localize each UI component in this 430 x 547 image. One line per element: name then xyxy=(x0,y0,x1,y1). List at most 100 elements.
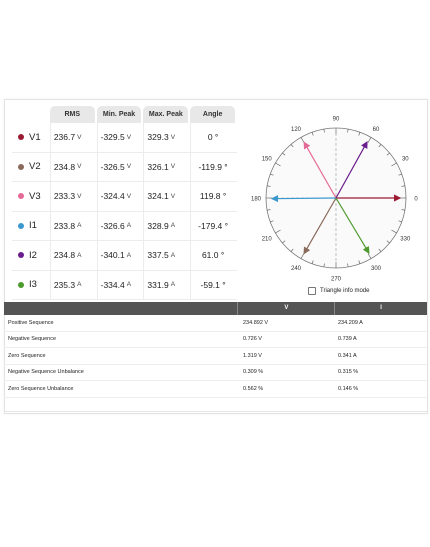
angle-label: 330 xyxy=(400,237,411,243)
channel-label: I1 xyxy=(12,220,50,231)
sequence-table: V I Positive Sequence 234.892 V 234.209 A N… xyxy=(4,302,427,398)
sequence-v-value: 234.892 V xyxy=(243,319,269,326)
channel-color-dot xyxy=(18,193,24,200)
phasor-tick xyxy=(358,132,361,136)
angle-label: 90 xyxy=(333,117,340,123)
sequence-label: Zero Sequence xyxy=(8,352,46,359)
angle-value: 0 ° xyxy=(190,123,235,152)
phasor-tick xyxy=(401,185,405,187)
max-peak-value: 337.5 A xyxy=(143,241,188,270)
column-header-i: I xyxy=(380,305,382,311)
angle-label: 30 xyxy=(402,157,409,163)
phasor-tick xyxy=(378,144,382,148)
rms-value: 234.8 A xyxy=(49,241,95,270)
phasor-vector-v3 xyxy=(303,141,337,199)
rms-value: 234.8 V xyxy=(49,152,95,181)
channel-color-dot xyxy=(18,281,24,288)
phasor-tick xyxy=(347,129,349,133)
channel-color-dot xyxy=(18,163,24,170)
phasor-tick xyxy=(290,248,294,252)
min-peak-value: -324.4 V xyxy=(96,182,142,211)
phasor-svg: 0 30 60 90 120 150 180 210 240 270 300 330 xyxy=(251,117,418,283)
column-header-min-peak: Min. Peak xyxy=(96,106,142,123)
rms-value: 233.3 V xyxy=(49,182,95,211)
phasor-tick xyxy=(323,263,325,267)
phasor-tick xyxy=(270,173,274,176)
angle-value: 119.8 ° xyxy=(190,182,235,211)
angle-label: 210 xyxy=(262,237,273,243)
sequence-v-value: 1.319 V xyxy=(243,352,262,359)
measurement-row: I3 235.3 A -334.4 A 331.9 A -59.1 ° xyxy=(12,270,237,300)
angle-label: 0 xyxy=(414,197,418,203)
column-header-max-peak: Max. Peak xyxy=(143,106,189,123)
phasor-tick xyxy=(398,220,402,223)
measurement-row: I1 233.8 A -326.6 A 328.9 A -179.4 ° xyxy=(12,211,237,241)
sequence-v-value: 0.562 % xyxy=(243,385,264,392)
channel-name: I3 xyxy=(29,279,37,291)
angle-value: -179.4 ° xyxy=(190,211,235,240)
sequence-v-value: 0.309 % xyxy=(243,369,264,376)
phasor-tick xyxy=(401,209,405,211)
measurement-row: V1 236.7 V -329.5 V 329.3 V 0 ° xyxy=(12,123,237,153)
channel-color-dot xyxy=(18,134,24,141)
sequence-row: Zero Sequence Unbalance 0.562 % 0.146 % xyxy=(4,381,427,398)
phasor-tick xyxy=(267,209,271,211)
triangle-info-checkbox[interactable] xyxy=(308,287,316,295)
max-peak-value: 324.1 V xyxy=(143,182,188,211)
triangle-info-toggle[interactable]: Triangle info mode xyxy=(308,287,369,295)
phasor-tick xyxy=(391,162,397,167)
phasor-tick xyxy=(311,132,314,136)
channel-label: I3 xyxy=(12,279,50,290)
angle-label: 60 xyxy=(373,127,380,133)
rms-value: 236.7 V xyxy=(49,123,95,152)
phasor-tick xyxy=(347,263,349,267)
sequence-row: Positive Sequence 234.892 V 234.209 A xyxy=(4,315,427,332)
phasor-vector-i1 xyxy=(270,195,337,203)
sequence-label: Negative Sequence Unbalance xyxy=(8,369,84,376)
phasor-tick xyxy=(282,152,286,156)
max-peak-value: 329.3 V xyxy=(143,123,188,152)
phasor-tick xyxy=(275,162,281,167)
channel-name: V1 xyxy=(29,131,41,143)
rms-value: 233.8 A xyxy=(49,211,95,240)
sequence-row: Negative Sequence 0.726 V 0.739 A xyxy=(4,332,427,348)
phasor-diagram: 0 30 60 90 120 150 180 210 240 270 300 330 xyxy=(250,106,422,286)
sequence-label: Negative Sequence xyxy=(8,336,57,343)
min-peak-value: -326.5 V xyxy=(96,152,142,181)
phasor-tick xyxy=(300,137,305,143)
angle-label: 120 xyxy=(291,127,302,133)
phasor-tick xyxy=(386,152,390,156)
phasor-tick xyxy=(367,253,372,259)
phasor-tick xyxy=(282,240,286,244)
channel-color-dot xyxy=(18,222,24,229)
channel-label: V2 xyxy=(12,161,50,172)
channel-name: I1 xyxy=(29,220,37,232)
phasor-vector-i2 xyxy=(335,140,368,199)
sequence-row: Negative Sequence Unbalance 0.309 % 0.315 … xyxy=(4,365,427,381)
sequence-i-value: 234.209 A xyxy=(338,319,363,326)
measurement-row: V3 233.3 V -324.4 V 324.1 V 119.8 ° xyxy=(12,182,237,212)
angle-label: 270 xyxy=(331,277,342,283)
phasor-tick xyxy=(270,220,274,223)
sequence-label: Positive Sequence xyxy=(8,319,54,326)
phasor-tick xyxy=(358,260,361,264)
phasor-vector-v2 xyxy=(303,197,337,255)
angle-value: 61.0 ° xyxy=(190,241,235,270)
angle-label: 300 xyxy=(371,266,382,272)
triangle-info-label: Triangle info mode xyxy=(320,288,370,294)
angle-value: -119.9 ° xyxy=(190,152,235,181)
measurement-row: I2 234.8 A -340.1 A 337.5 A 61.0 ° xyxy=(12,241,237,271)
angle-value: -59.1 ° xyxy=(190,270,235,299)
phasor-tick xyxy=(391,229,397,234)
channel-name: V2 xyxy=(29,161,41,173)
min-peak-value: -340.1 A xyxy=(96,241,142,270)
angle-label: 150 xyxy=(262,157,273,163)
measurement-row: V2 234.8 V -326.5 V 326.1 V -119.9 ° xyxy=(12,152,237,182)
phasor-tick xyxy=(378,248,382,252)
phasor-tick xyxy=(367,137,372,143)
channel-label: V3 xyxy=(12,191,50,202)
phasor-tick xyxy=(323,129,325,133)
max-peak-value: 326.1 V xyxy=(143,152,188,181)
max-peak-value: 331.9 A xyxy=(143,270,188,299)
angle-label: 180 xyxy=(251,197,262,203)
